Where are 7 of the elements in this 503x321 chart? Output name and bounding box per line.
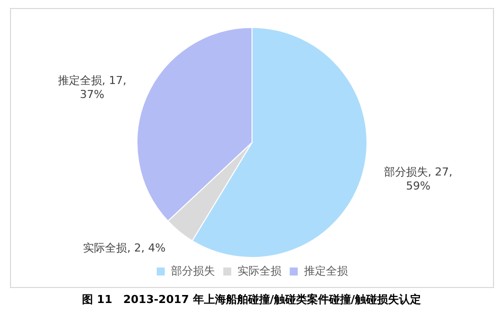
- data-label: 部分损失, 27, 59%: [384, 165, 452, 192]
- data-label: 推定全损, 17, 37%: [58, 74, 126, 101]
- legend-label: 实际全损: [237, 264, 282, 278]
- data-label: 实际全损, 2, 4%: [83, 242, 166, 255]
- legend-label: 部分损失: [170, 264, 215, 278]
- text: 图 11 2013-2017 年上海船舶碰撞/触碰类案件碰撞/触碰损失认定: [81, 292, 422, 307]
- legend-label: 推定全损: [304, 264, 348, 278]
